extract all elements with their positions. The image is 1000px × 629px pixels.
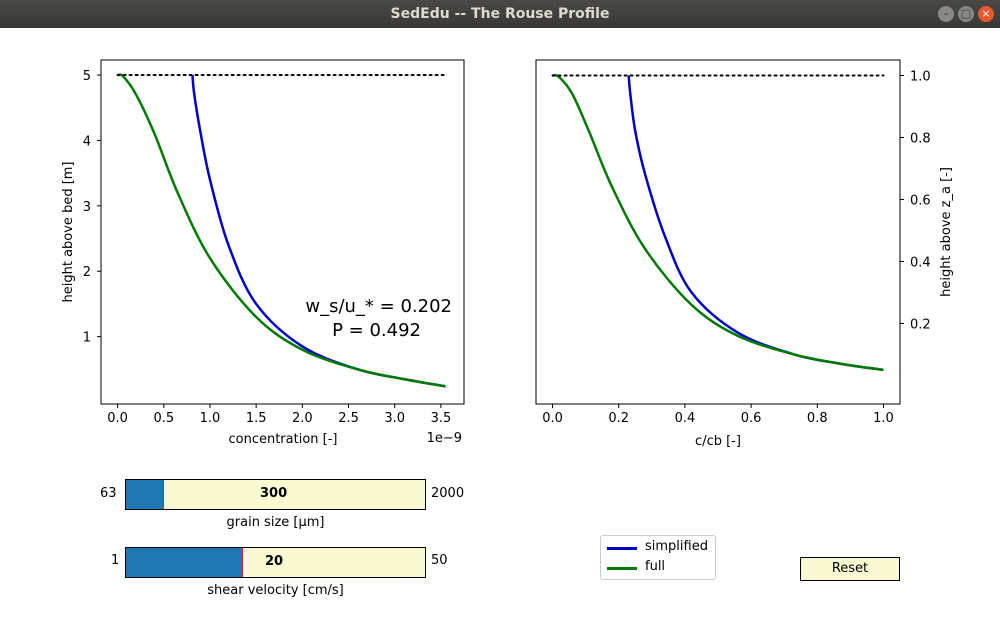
chart1-xtick-label: 0.0 — [542, 411, 563, 426]
grain-size-label: grain size [μm] — [226, 515, 325, 530]
left-xlabel: concentration [-] — [228, 432, 337, 447]
chart0-xtick-label: 1.5 — [246, 411, 267, 426]
right-xlabel: c/cb [-] — [695, 434, 741, 448]
window-titlebar: SedEdu -- The Rouse Profile – □ × — [0, 0, 1000, 28]
chart1-xtick-label: 0.2 — [608, 411, 629, 426]
shear-velocity-marker[interactable] — [242, 548, 243, 577]
chart1-ytick-label: 1.0 — [910, 69, 931, 84]
chart1-xtick-label: 1.0 — [873, 411, 894, 426]
chart0-xtick-label: 0.5 — [153, 411, 174, 426]
reset-button[interactable]: Reset — [800, 557, 900, 581]
shear-velocity-label: shear velocity [cm/s] — [207, 583, 344, 598]
chart0-ytick-label: 4 — [83, 134, 91, 149]
rouse-number-annotation: P = 0.492 — [332, 320, 421, 341]
chart0-xtick-label: 3.5 — [431, 411, 452, 426]
chart1-series-full — [552, 73, 884, 372]
chart1-xtick-label: 0.4 — [675, 411, 696, 426]
chart0-xtick-label: 1.0 — [200, 411, 221, 426]
chart0-ytick-label: 5 — [83, 69, 91, 84]
grain-size-marker[interactable] — [162, 480, 164, 509]
grain-size-slider[interactable]: 300 — [125, 479, 426, 510]
grain-size-value: 300 — [260, 486, 288, 501]
window-title: SedEdu -- The Rouse Profile — [390, 6, 610, 22]
chart1-ytick-label: 0.6 — [910, 193, 931, 208]
chart0-series-full — [117, 73, 446, 388]
grain-size-fill — [126, 480, 163, 509]
chart1-xtick-label: 0.8 — [807, 411, 828, 426]
left-axes-frame — [100, 59, 465, 405]
legend: simplified full — [600, 535, 716, 580]
chart0-xtick-label: 0.0 — [107, 411, 128, 426]
legend-line-full — [607, 567, 637, 570]
left-ylabel: height above bed [m] — [61, 161, 76, 302]
left-x-offset-label: 1e−9 — [427, 431, 462, 446]
shear-velocity-fill — [126, 548, 242, 577]
shear-velocity-slider[interactable]: 20 — [125, 547, 426, 578]
chart1-ytick-label: 0.2 — [910, 317, 931, 332]
chart0-ytick-label: 1 — [83, 331, 91, 346]
shear-velocity-value: 20 — [265, 554, 284, 569]
chart0-ytick-label: 2 — [83, 265, 91, 280]
chart1-ytick-label: 0.4 — [910, 255, 931, 270]
plot-canvas: 0.0 0.5 1.0 1.5 2.0 2.5 3.0 3.5 1 2 3 4 5 0.0 0.2 0.4 0… — [61, 59, 954, 448]
grain-max-label: 2000 — [431, 486, 465, 501]
shear-max-label: 50 — [431, 553, 448, 568]
chart0-xtick-label: 2.5 — [338, 411, 359, 426]
ratio-annotation: w_s/u_* = 0.202 — [305, 296, 452, 317]
chart0-xtick-label: 3.0 — [384, 411, 405, 426]
minimize-button[interactable]: – — [938, 6, 954, 22]
shear-min-label: 1 — [111, 553, 120, 568]
chart1-ytick-label: 0.8 — [910, 131, 931, 146]
legend-line-simplified — [607, 547, 637, 550]
maximize-button[interactable]: □ — [958, 6, 974, 22]
grain-min-label: 63 — [100, 486, 117, 501]
right-ylabel: height above z_a [-] — [939, 167, 954, 297]
chart0-xtick-label: 2.0 — [292, 411, 313, 426]
chart0-ytick-label: 3 — [83, 200, 91, 215]
right-axes-frame — [535, 59, 901, 405]
chart1-xtick-label: 0.6 — [741, 411, 762, 426]
close-button[interactable]: × — [978, 6, 994, 22]
legend-label-full: full — [645, 559, 666, 574]
legend-label-simplified: simplified — [645, 539, 708, 554]
